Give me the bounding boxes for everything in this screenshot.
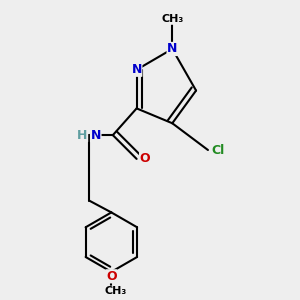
Text: O: O bbox=[140, 152, 150, 165]
Text: CH₃: CH₃ bbox=[105, 286, 127, 296]
Text: N: N bbox=[167, 42, 178, 56]
Text: O: O bbox=[106, 270, 117, 283]
Text: CH₃: CH₃ bbox=[161, 14, 183, 24]
Text: H: H bbox=[77, 129, 88, 142]
Text: N: N bbox=[91, 129, 101, 142]
Text: N: N bbox=[131, 63, 142, 76]
Text: Cl: Cl bbox=[211, 143, 224, 157]
